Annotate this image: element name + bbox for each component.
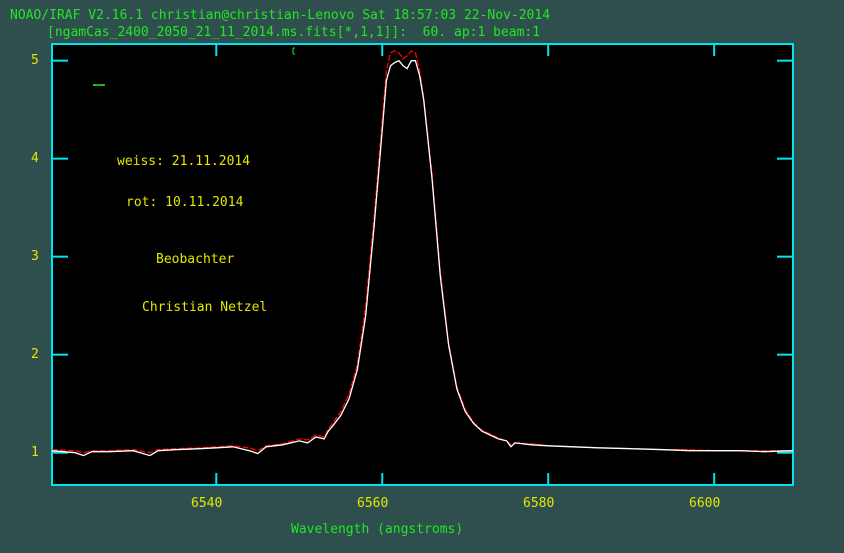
header-line-2-title: [ngamCas_2400_2050_21_11_2014.ms.fits[*,… <box>47 25 541 40</box>
x-tick-label-6560: 6560 <box>357 496 389 511</box>
y-tick-label-4: 4 <box>31 151 39 166</box>
marker-bracket <box>292 47 295 55</box>
series-weiss <box>51 59 794 457</box>
y-tick-label-2: 2 <box>31 347 39 362</box>
plot-frame <box>51 43 794 486</box>
annotation-weiss: weiss: 21.11.2014 <box>117 154 251 169</box>
x-axis-title: Wavelength (angstroms) <box>291 522 464 537</box>
y-tick-label-1: 1 <box>31 445 39 460</box>
annotation-observer-label: Beobachter <box>156 252 235 267</box>
annotation-observer-name: Christian Netzel <box>142 300 268 315</box>
x-tick-label-6600: 6600 <box>689 496 721 511</box>
y-tick-label-5: 5 <box>31 53 39 68</box>
y-tick-label-3: 3 <box>31 249 39 264</box>
x-tick-label-6540: 6540 <box>191 496 223 511</box>
series-rot <box>51 50 793 454</box>
x-tick-label-6580: 6580 <box>523 496 555 511</box>
axis-ticks <box>52 44 793 485</box>
cursor-mark <box>93 84 105 86</box>
header-line-1: NOAO/IRAF V2.16.1 christian@christian-Le… <box>10 8 551 23</box>
annotation-rot: rot: 10.11.2014 <box>126 195 244 210</box>
plot-area <box>52 44 793 485</box>
